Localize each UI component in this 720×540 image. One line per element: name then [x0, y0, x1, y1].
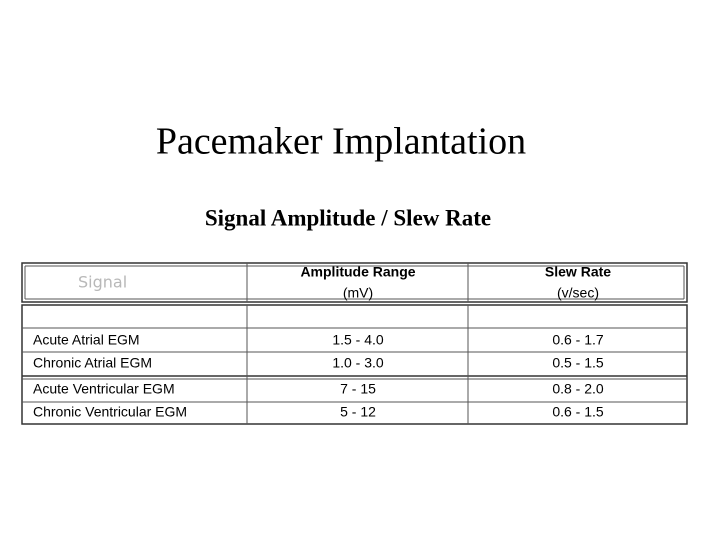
cell-value: 1.5 - 4.0: [332, 332, 384, 348]
cell-value: 5 - 12: [340, 404, 376, 420]
row-label: Acute Atrial EGM: [33, 332, 140, 348]
cell-value: 0.6 - 1.5: [552, 404, 604, 420]
header-label: Amplitude Range: [300, 264, 415, 280]
cell-value: 7 - 15: [340, 381, 376, 397]
header-unit: (v/sec): [557, 285, 599, 301]
slide-subtitle: Signal Amplitude / Slew Rate: [205, 205, 491, 230]
cell-value: 0.6 - 1.7: [552, 332, 604, 348]
header-label: Signal: [78, 273, 127, 292]
cell-value: 1.0 - 3.0: [332, 355, 384, 371]
cell-value: 0.8 - 2.0: [552, 381, 604, 397]
header-unit: (mV): [343, 285, 373, 301]
header-label: Slew Rate: [545, 264, 611, 280]
table-frame: [21, 262, 688, 425]
slide-title: Pacemaker Implantation: [156, 121, 526, 163]
row-label: Chronic Ventricular EGM: [33, 404, 187, 420]
row-label: Chronic Atrial EGM: [33, 355, 152, 371]
cell-value: 0.5 - 1.5: [552, 355, 604, 371]
row-label: Acute Ventricular EGM: [33, 381, 175, 397]
